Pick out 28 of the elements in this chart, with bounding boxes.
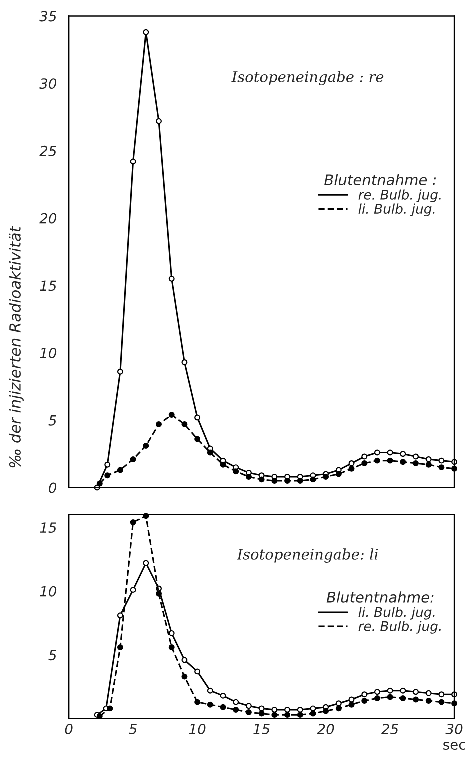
x-tick-label: 30	[446, 724, 463, 734]
y-tick-label: 0	[49, 482, 57, 494]
x-axis-title: sec	[444, 742, 466, 750]
legend-title: Blutentnahme:	[326, 592, 434, 603]
x-tick-label: 25	[382, 724, 398, 734]
y-tick-label: 30	[40, 78, 57, 90]
legend-label: re. Bulb. jug.	[358, 190, 441, 202]
x-tick-label: 5	[129, 724, 137, 734]
y-tick-label: 10	[40, 586, 57, 597]
y-axis-title: ‰ der injizierten Radioaktivität	[9, 226, 24, 468]
y-tick-label: 15	[40, 522, 56, 534]
legend-label: re. Bulb. jug.	[358, 621, 441, 634]
legend-label: li. Bulb. jug.	[358, 607, 435, 620]
x-tick-label: 10	[189, 724, 206, 734]
annotation: Isotopeneingabe: li	[237, 548, 378, 563]
y-tick-label: 25	[40, 146, 56, 156]
y-tick-label: 5	[48, 650, 56, 661]
x-tick-label: 15	[254, 724, 270, 734]
y-tick-label: 35	[40, 11, 56, 22]
y-tick-label: 5	[48, 416, 56, 426]
legend-title: Blutentnahme :	[324, 174, 436, 186]
y-tick-label: 15	[40, 280, 56, 292]
annotation: Isotopeneingabe : re	[232, 71, 384, 86]
y-tick-label: 10	[40, 348, 57, 359]
x-tick-label: 0	[65, 724, 73, 734]
x-tick-label: 20	[317, 724, 334, 734]
legend-label: li. Bulb. jug.	[358, 204, 435, 217]
y-tick-label: 20	[40, 213, 57, 224]
